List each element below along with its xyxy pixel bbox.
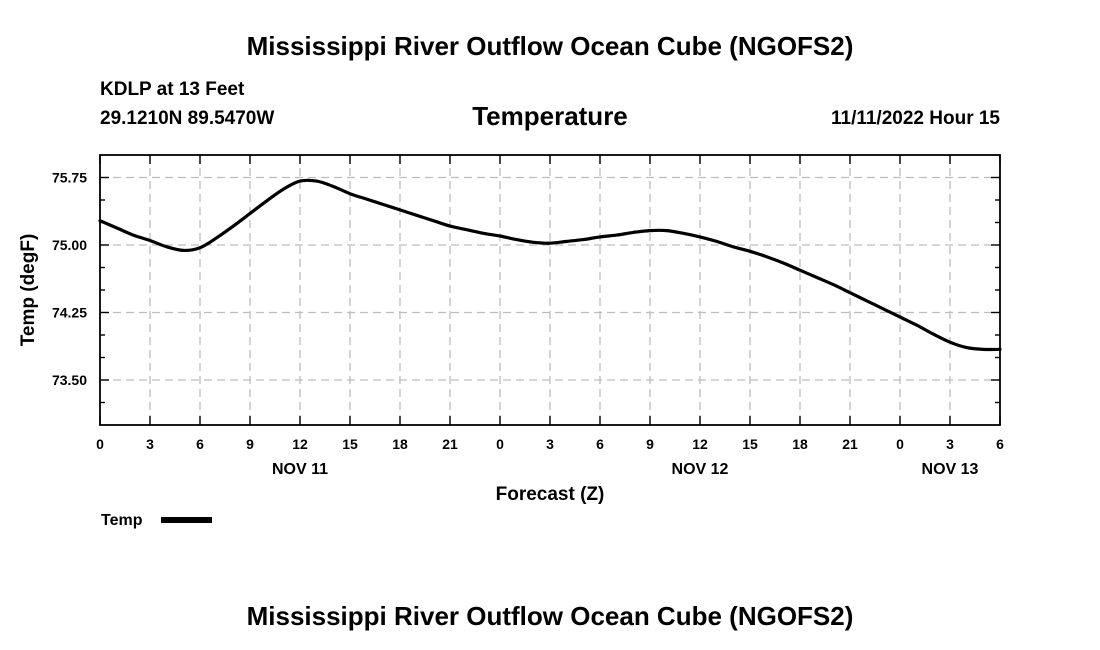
x-tick-label: 0 xyxy=(496,436,504,452)
x-tick-label: 12 xyxy=(292,436,308,452)
y-tick-labels: 75.75 75.00 74.25 73.50 xyxy=(52,170,87,389)
x-tick-labels: 0 3 6 9 12 15 18 21 0 3 6 9 12 15 18 21 0 3 6 xyxy=(96,436,1004,452)
grid-layer xyxy=(100,155,1000,425)
footer-title: Mississippi River Outflow Ocean Cube (NG… xyxy=(247,601,854,631)
y-tick-label: 74.25 xyxy=(52,305,87,321)
y-tick-label: 73.50 xyxy=(52,372,87,388)
x-tick-label: 21 xyxy=(842,436,858,452)
x-tick-label: 9 xyxy=(246,436,254,452)
x-tick-label: 6 xyxy=(996,436,1004,452)
x-tick-label: 3 xyxy=(546,436,554,452)
x-tick-label: 3 xyxy=(946,436,954,452)
x-tick-label: 0 xyxy=(896,436,904,452)
location-label: 29.1210N 89.5470W xyxy=(100,108,274,129)
x-tick-label: 21 xyxy=(442,436,458,452)
series-layer xyxy=(98,178,1002,352)
y-axis-title: Temp (degF) xyxy=(18,234,39,347)
series-line-temp xyxy=(98,178,1002,352)
x-tick-label: 6 xyxy=(196,436,204,452)
x-tick-label: 18 xyxy=(392,436,408,452)
x-tick-label: 18 xyxy=(792,436,808,452)
x-tick-label: 6 xyxy=(596,436,604,452)
x-tick-label: 0 xyxy=(96,436,104,452)
x-tick-label: 3 xyxy=(146,436,154,452)
legend-label: Temp xyxy=(101,512,143,529)
x-axis-title: Forecast (Z) xyxy=(496,484,605,505)
plot-frame xyxy=(99,154,1001,426)
station-label: KDLP at 13 Feet xyxy=(100,79,245,100)
x-tick-label: 9 xyxy=(646,436,654,452)
x-tick-label: 15 xyxy=(742,436,758,452)
y-tick-label: 75.75 xyxy=(52,170,87,186)
date-label: NOV 12 xyxy=(672,461,729,478)
date-label: NOV 11 xyxy=(272,461,328,478)
legend: Temp xyxy=(101,512,212,529)
x-tick-label: 12 xyxy=(692,436,708,452)
x-tick-label: 15 xyxy=(342,436,358,452)
chart-title: Mississippi River Outflow Ocean Cube (NG… xyxy=(247,31,854,61)
date-label: NOV 13 xyxy=(922,461,979,478)
variable-label: Temperature xyxy=(472,101,628,131)
y-tick-label: 75.00 xyxy=(52,237,87,253)
date-labels: NOV 11 NOV 12 NOV 13 xyxy=(272,461,979,478)
timestamp-label: 11/11/2022 Hour 15 xyxy=(831,108,1000,129)
